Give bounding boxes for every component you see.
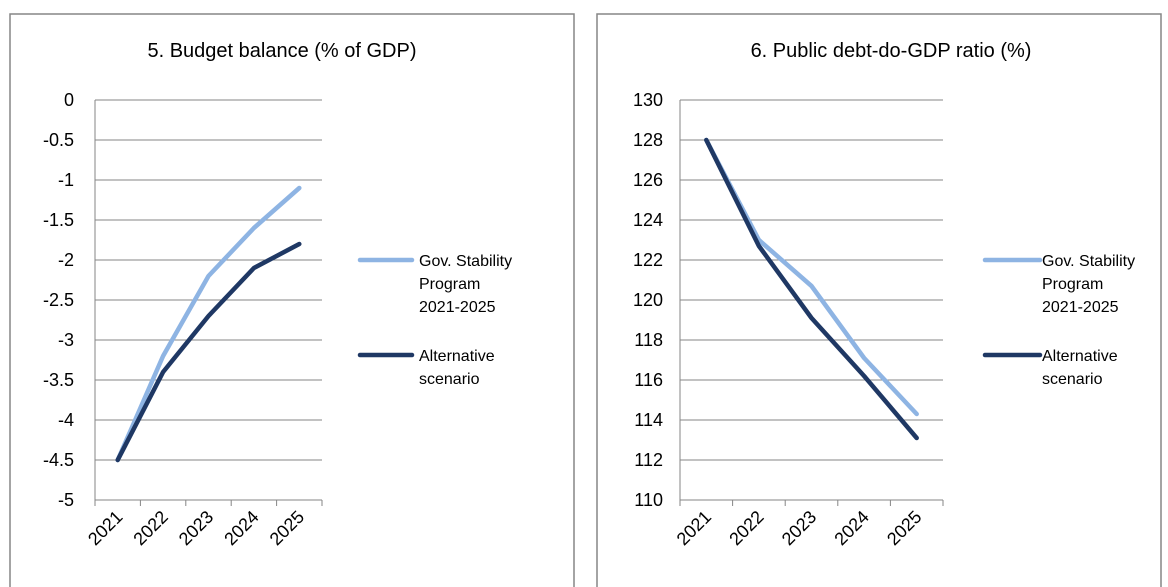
y-tick-label: 130 [633, 90, 663, 110]
y-tick-label: -1.5 [43, 210, 74, 230]
y-tick-label: -3.5 [43, 370, 74, 390]
legend-label: Program [419, 276, 480, 293]
y-tick-label: 122 [633, 250, 663, 270]
series-lines [115, 185, 302, 463]
y-tick-label: -0.5 [43, 130, 74, 150]
y-tick-label: -4.5 [43, 450, 74, 470]
y-tick-label: 126 [633, 170, 663, 190]
y-axis-ticks: 0 -0.5 -1 -1.5 -2 -2.5 -3 -3.5 -4 -4.5 -5 [43, 90, 74, 510]
legend-label: scenario [419, 371, 480, 388]
y-tick-label: 110 [634, 490, 663, 510]
gridlines [94, 99, 322, 501]
chart-budget-balance: 5. Budget balance (% of GDP) 0 -0.5 -1 -1.5… [9, 13, 575, 587]
y-tick-label: 0 [64, 90, 74, 110]
legend-label: Gov. Stability [419, 253, 512, 270]
y-tick-label: -1 [58, 170, 74, 190]
legend: Gov. Stability Program 2021-2025 Alternativ… [357, 253, 512, 388]
y-tick-label: -5 [58, 490, 74, 510]
chart-public-debt: 6. Public debt-do-GDP ratio (%) 130 128 12… [596, 13, 1162, 587]
y-tick-label: 120 [633, 290, 663, 310]
y-tick-label: 124 [633, 210, 663, 230]
legend-label: 2021-2025 [1042, 299, 1119, 316]
y-tick-label: 116 [634, 370, 663, 390]
y-tick-label: 128 [633, 130, 663, 150]
y-tick-label: -2 [58, 250, 74, 270]
series-lines [704, 137, 919, 441]
legend: Gov. Stability Program 2021-2025 Alternativ… [982, 253, 1135, 388]
series-line-alternative-scenario [704, 137, 919, 441]
legend-label: scenario [1042, 371, 1103, 388]
y-tick-label: -4 [58, 410, 74, 430]
series-line-alternative-scenario [115, 241, 302, 463]
chart-title: 5. Budget balance (% of GDP) [147, 40, 416, 62]
chart-title: 6. Public debt-do-GDP ratio (%) [751, 40, 1032, 62]
legend-label: Alternative [419, 348, 495, 365]
legend-label: Gov. Stability [1042, 253, 1135, 270]
legend-label: 2021-2025 [419, 299, 496, 316]
legend-label: Alternative [1042, 348, 1118, 365]
y-tick-label: -3 [58, 330, 74, 350]
y-tick-label: 112 [634, 450, 663, 470]
series-line-gov-stability-program [115, 185, 302, 463]
y-tick-label: -2.5 [43, 290, 74, 310]
y-axis-ticks: 130 128 126 124 122 120 118 116 114 112 110 [633, 90, 663, 510]
y-tick-label: 114 [634, 410, 663, 430]
y-tick-label: 118 [634, 330, 663, 350]
legend-label: Program [1042, 276, 1103, 293]
